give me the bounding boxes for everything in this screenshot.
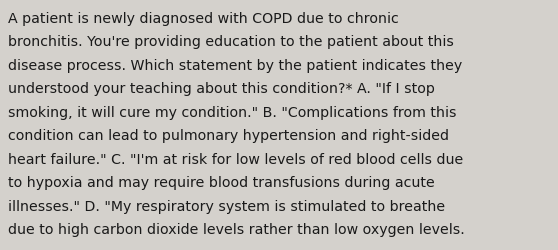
Text: understood your teaching about this condition?* A. "If I stop: understood your teaching about this cond… (8, 82, 435, 96)
Text: to hypoxia and may require blood transfusions during acute: to hypoxia and may require blood transfu… (8, 175, 435, 189)
Text: disease process. Which statement by the patient indicates they: disease process. Which statement by the … (8, 58, 462, 72)
Text: smoking, it will cure my condition." B. "Complications from this: smoking, it will cure my condition." B. … (8, 105, 456, 119)
Text: bronchitis. You're providing education to the patient about this: bronchitis. You're providing education t… (8, 35, 454, 49)
Text: heart failure." C. "I'm at risk for low levels of red blood cells due: heart failure." C. "I'm at risk for low … (8, 152, 463, 166)
Text: A patient is newly diagnosed with COPD due to chronic: A patient is newly diagnosed with COPD d… (8, 12, 399, 26)
Text: illnesses." D. "My respiratory system is stimulated to breathe: illnesses." D. "My respiratory system is… (8, 199, 445, 213)
Text: condition can lead to pulmonary hypertension and right-sided: condition can lead to pulmonary hyperten… (8, 128, 449, 142)
Text: due to high carbon dioxide levels rather than low oxygen levels.: due to high carbon dioxide levels rather… (8, 222, 465, 236)
